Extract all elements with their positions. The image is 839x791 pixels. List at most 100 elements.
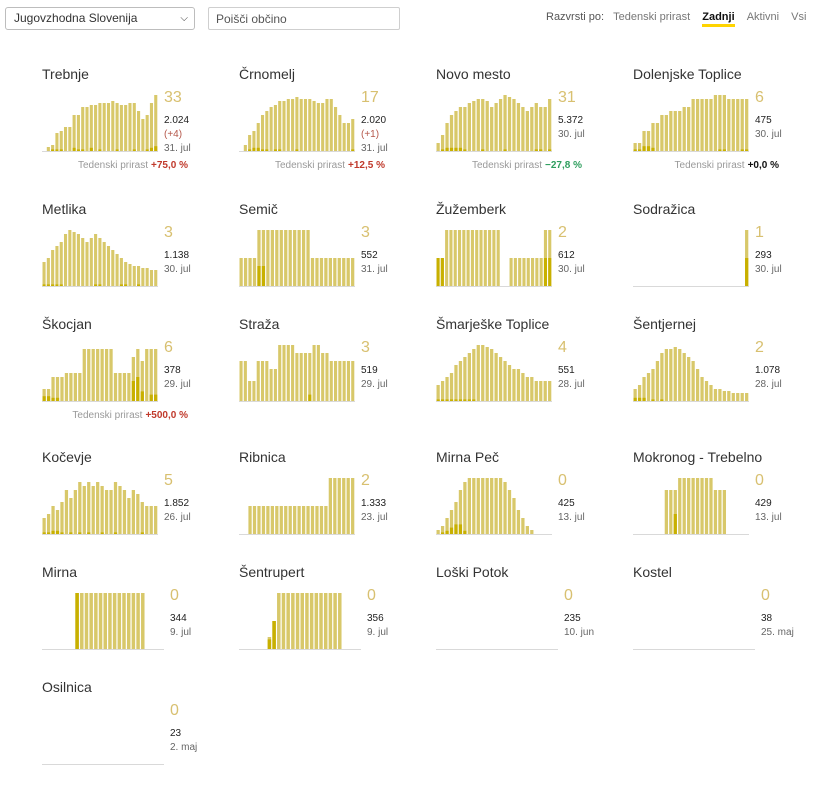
sparkline-new-cases-bar [113,532,118,534]
municipality-card[interactable]: Šmarješke Toplice 4 551 28. jul [436,316,632,428]
municipality-card[interactable]: Šentjernej 2 1.078 28. jul [633,316,829,428]
sparkline-bar [342,361,346,401]
sparkline-bar [651,123,655,151]
sparkline-bar [279,506,283,534]
municipality-card[interactable]: Trebnje 33 2.024 (+4) 31. jul Tedenski priras… [42,66,238,178]
sparkline-bar [637,143,642,151]
sparkline-new-cases-bar [89,147,93,151]
municipality-card[interactable]: Straža 3 519 29. jul [239,316,435,428]
municipality-card[interactable]: Osilnica 0 23 2. maj [42,679,238,791]
search-input[interactable] [208,7,400,30]
sparkline-bar [248,381,252,401]
sparkline-bar [252,258,257,286]
sort-option-all[interactable]: Vsi [791,11,807,23]
sparkline-bar [76,234,80,286]
municipality-card[interactable]: Dolenjske Toplice 6 475 30. jul Tedenski pri… [633,66,829,178]
active-cases-count: 0 [761,587,770,604]
sparkline-bar [136,593,140,649]
municipality-card[interactable]: Šentrupert 0 356 9. jul [239,564,435,676]
municipality-name: Šentrupert [239,564,305,580]
sparkline-bar [316,345,320,401]
sparkline-new-cases-bar [467,399,471,401]
municipality-card[interactable]: Metlika 3 1.138 30. jul [42,201,238,313]
total-cases-count: 612 [558,250,575,261]
municipality-card[interactable]: Loški Potok 0 235 10. jun [436,564,632,676]
sparkline-bar [113,373,118,401]
last-case-date: 28. jul [558,379,585,390]
sparkline-bar [115,103,119,151]
sparkline-bar [132,266,136,286]
sparkline-chart [436,95,552,152]
municipality-card[interactable]: Žužemberk 2 612 30. jul [436,201,632,313]
municipality-card[interactable]: Ribnica 2 1.333 23. jul [239,449,435,561]
sparkline-new-cases-bar [445,147,449,151]
sparkline-bar [46,258,50,286]
sparkline-bar [351,258,355,286]
municipality-card[interactable]: Sodražica 1 293 30. jul [633,201,829,313]
municipality-card[interactable]: Črnomelj 17 2.020 (+1) 31. jul Tedenski prira… [239,66,435,178]
sparkline-bar [281,593,286,649]
sparkline-bar [472,478,476,534]
sort-option-latest[interactable]: Zadnji [702,11,735,27]
sparkline-new-cases-bar [76,149,80,151]
municipality-card[interactable]: Mokronog - Trebelno 0 429 13. jul [633,449,829,561]
sparkline-bar [265,111,269,151]
sparkline-bar [458,361,463,401]
sparkline-bar [513,258,517,286]
sparkline-bar [248,135,252,151]
sparkline-bar [303,353,308,401]
sparkline-bar [669,111,673,151]
sparkline-bar [279,230,283,286]
sparkline-bar [154,95,158,151]
sparkline-new-cases-bar [308,394,312,401]
total-cases-count: 429 [755,498,772,509]
sparkline-new-cases-bar [260,149,265,151]
sparkline-bar [308,353,312,401]
sort-option-weekly[interactable]: Tedenski prirast [613,11,691,23]
active-cases-count: 2 [755,339,764,356]
sparkline-bar [309,593,314,649]
sparkline-bar [73,490,77,534]
sparkline-new-cases-bar [149,394,153,401]
region-select-value: Jugovzhodna Slovenija [14,11,138,25]
sparkline-chart [633,95,749,152]
sparkline-new-cases-bar [633,149,637,151]
sparkline-new-cases-bar [100,532,104,534]
sparkline-bar [282,345,286,401]
sparkline-bar [494,103,498,151]
municipality-card[interactable]: Kostel 0 38 25. maj [633,564,829,676]
sparkline-bar [131,593,136,649]
sparkline-bar [463,357,467,401]
municipality-card[interactable]: Škocjan 6 378 29. jul Tedenski prirast +500,0… [42,316,238,428]
sparkline-bar [321,103,325,151]
sparkline-bar [485,478,489,534]
last-case-date: 10. jun [564,627,595,638]
municipality-card[interactable]: Mirna 0 344 9. jul [42,564,238,676]
sparkline-bar [106,246,111,286]
municipality-card[interactable]: Kočevje 5 1.852 26. jul [42,449,238,561]
sparkline-bar [51,377,55,401]
municipality-card[interactable]: Mirna Peč 0 425 13. jul [436,449,632,561]
sparkline-new-cases-bar [252,147,256,151]
sparkline-new-cases-bar [69,532,73,534]
sparkline-bar [333,593,337,649]
total-cases-count: 551 [558,365,575,376]
sparkline-bar [319,593,323,649]
sparkline-chart [239,478,355,535]
sparkline-bar [256,361,260,401]
municipality-card[interactable]: Novo mesto 31 5.372 30. jul Tedenski prirast… [436,66,632,178]
sparkline-bar [94,105,98,151]
sparkline-bar [436,385,440,401]
sparkline-bar [530,530,534,534]
region-select[interactable]: Jugovzhodna Slovenija ⌵ [5,7,195,30]
sparkline-new-cases-bar [98,284,102,286]
weekly-growth-value: +500,0 % [145,410,188,421]
sparkline-chart [42,593,164,650]
last-case-date: 30. jul [558,129,585,140]
sparkline-bar [346,123,351,151]
sparkline-new-cases-bar [115,149,119,151]
municipality-card[interactable]: Semič 3 552 31. jul [239,201,435,313]
sparkline-bar [440,526,445,534]
municipality-name: Semič [239,201,278,217]
sort-option-active[interactable]: Aktivni [746,11,780,23]
